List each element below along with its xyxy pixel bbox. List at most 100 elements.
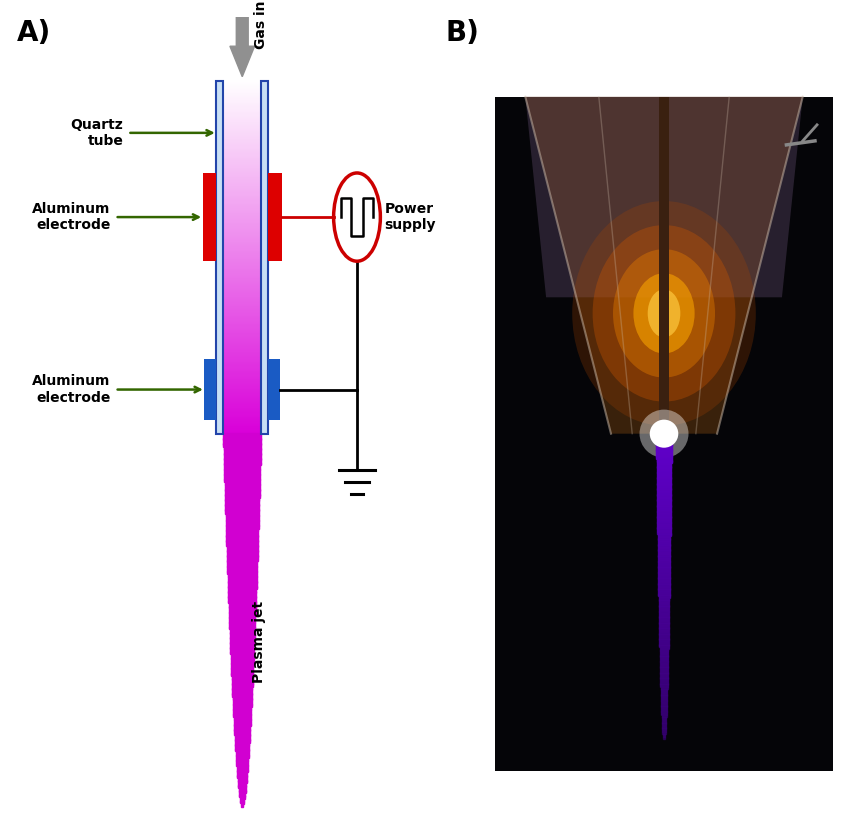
Bar xyxy=(235,749,249,751)
Bar xyxy=(660,649,668,651)
Bar xyxy=(662,724,666,726)
Bar xyxy=(223,433,262,435)
Bar xyxy=(226,544,258,546)
Bar xyxy=(223,406,262,408)
Bar xyxy=(230,624,255,625)
Bar xyxy=(223,133,262,135)
Bar xyxy=(660,675,668,676)
Bar xyxy=(223,222,262,223)
Bar xyxy=(223,185,262,187)
Bar xyxy=(230,626,255,628)
Bar xyxy=(223,402,262,403)
Bar xyxy=(660,694,667,696)
Bar xyxy=(223,378,262,380)
Bar xyxy=(223,308,262,309)
Bar xyxy=(223,106,262,108)
Bar xyxy=(657,483,672,485)
Bar xyxy=(663,736,666,738)
Bar xyxy=(223,399,262,401)
Bar xyxy=(230,639,254,641)
Bar xyxy=(223,149,262,151)
Bar xyxy=(223,331,262,332)
Bar xyxy=(239,786,246,788)
Bar xyxy=(224,490,260,491)
Bar xyxy=(234,720,251,722)
Bar xyxy=(229,599,256,600)
Bar xyxy=(228,577,257,579)
Bar xyxy=(224,436,261,437)
Bar xyxy=(225,497,259,499)
Bar xyxy=(656,454,672,456)
Bar xyxy=(223,345,262,347)
Bar xyxy=(223,208,262,210)
Bar xyxy=(230,646,254,648)
Bar xyxy=(223,285,262,287)
Bar xyxy=(226,533,258,534)
Bar xyxy=(223,403,262,404)
Bar xyxy=(224,483,260,485)
Bar xyxy=(230,632,255,633)
Bar xyxy=(224,443,261,445)
Bar xyxy=(660,647,669,648)
Bar xyxy=(223,383,262,385)
Bar xyxy=(660,632,669,633)
Bar xyxy=(223,389,262,390)
Bar xyxy=(223,165,262,166)
Bar xyxy=(235,737,250,739)
Bar xyxy=(223,234,262,236)
Bar xyxy=(216,81,223,433)
Bar xyxy=(656,438,672,440)
Bar xyxy=(657,504,671,505)
Bar xyxy=(663,737,665,739)
Bar xyxy=(226,528,258,529)
Bar xyxy=(656,437,672,438)
Bar xyxy=(223,94,262,96)
Bar xyxy=(232,688,252,690)
Bar xyxy=(227,562,258,563)
Bar xyxy=(223,252,262,254)
Bar xyxy=(238,779,246,781)
Bar xyxy=(657,480,672,481)
Bar xyxy=(233,700,252,702)
Bar xyxy=(225,510,259,512)
Bar xyxy=(224,457,261,458)
Bar xyxy=(662,727,666,729)
Bar xyxy=(225,518,259,519)
Bar xyxy=(660,657,668,658)
Bar xyxy=(237,769,247,771)
Bar xyxy=(657,485,672,487)
Bar xyxy=(658,571,670,572)
Bar xyxy=(226,539,258,541)
Bar xyxy=(223,385,262,386)
Bar xyxy=(228,581,257,583)
Bar xyxy=(658,537,671,538)
Bar xyxy=(223,163,262,165)
Bar xyxy=(237,774,247,776)
Bar xyxy=(660,668,668,670)
Bar xyxy=(224,451,261,452)
Bar xyxy=(223,151,262,152)
Bar xyxy=(661,706,667,708)
Bar xyxy=(231,676,253,677)
Bar xyxy=(223,175,262,177)
Bar xyxy=(223,431,262,433)
Bar xyxy=(229,604,256,605)
Bar xyxy=(660,665,668,667)
Bar xyxy=(232,682,252,684)
Bar xyxy=(223,242,262,244)
Bar xyxy=(226,523,258,524)
Bar xyxy=(659,621,669,623)
Bar xyxy=(223,88,262,90)
Bar xyxy=(223,213,262,215)
Bar xyxy=(223,125,262,127)
Bar xyxy=(659,618,669,619)
Bar xyxy=(660,677,668,679)
Bar xyxy=(658,542,671,543)
Bar xyxy=(659,622,669,624)
Bar xyxy=(659,590,670,591)
Bar xyxy=(660,691,667,692)
Bar xyxy=(223,250,262,251)
Bar xyxy=(660,657,668,659)
Bar xyxy=(227,554,258,556)
Bar xyxy=(223,266,262,268)
